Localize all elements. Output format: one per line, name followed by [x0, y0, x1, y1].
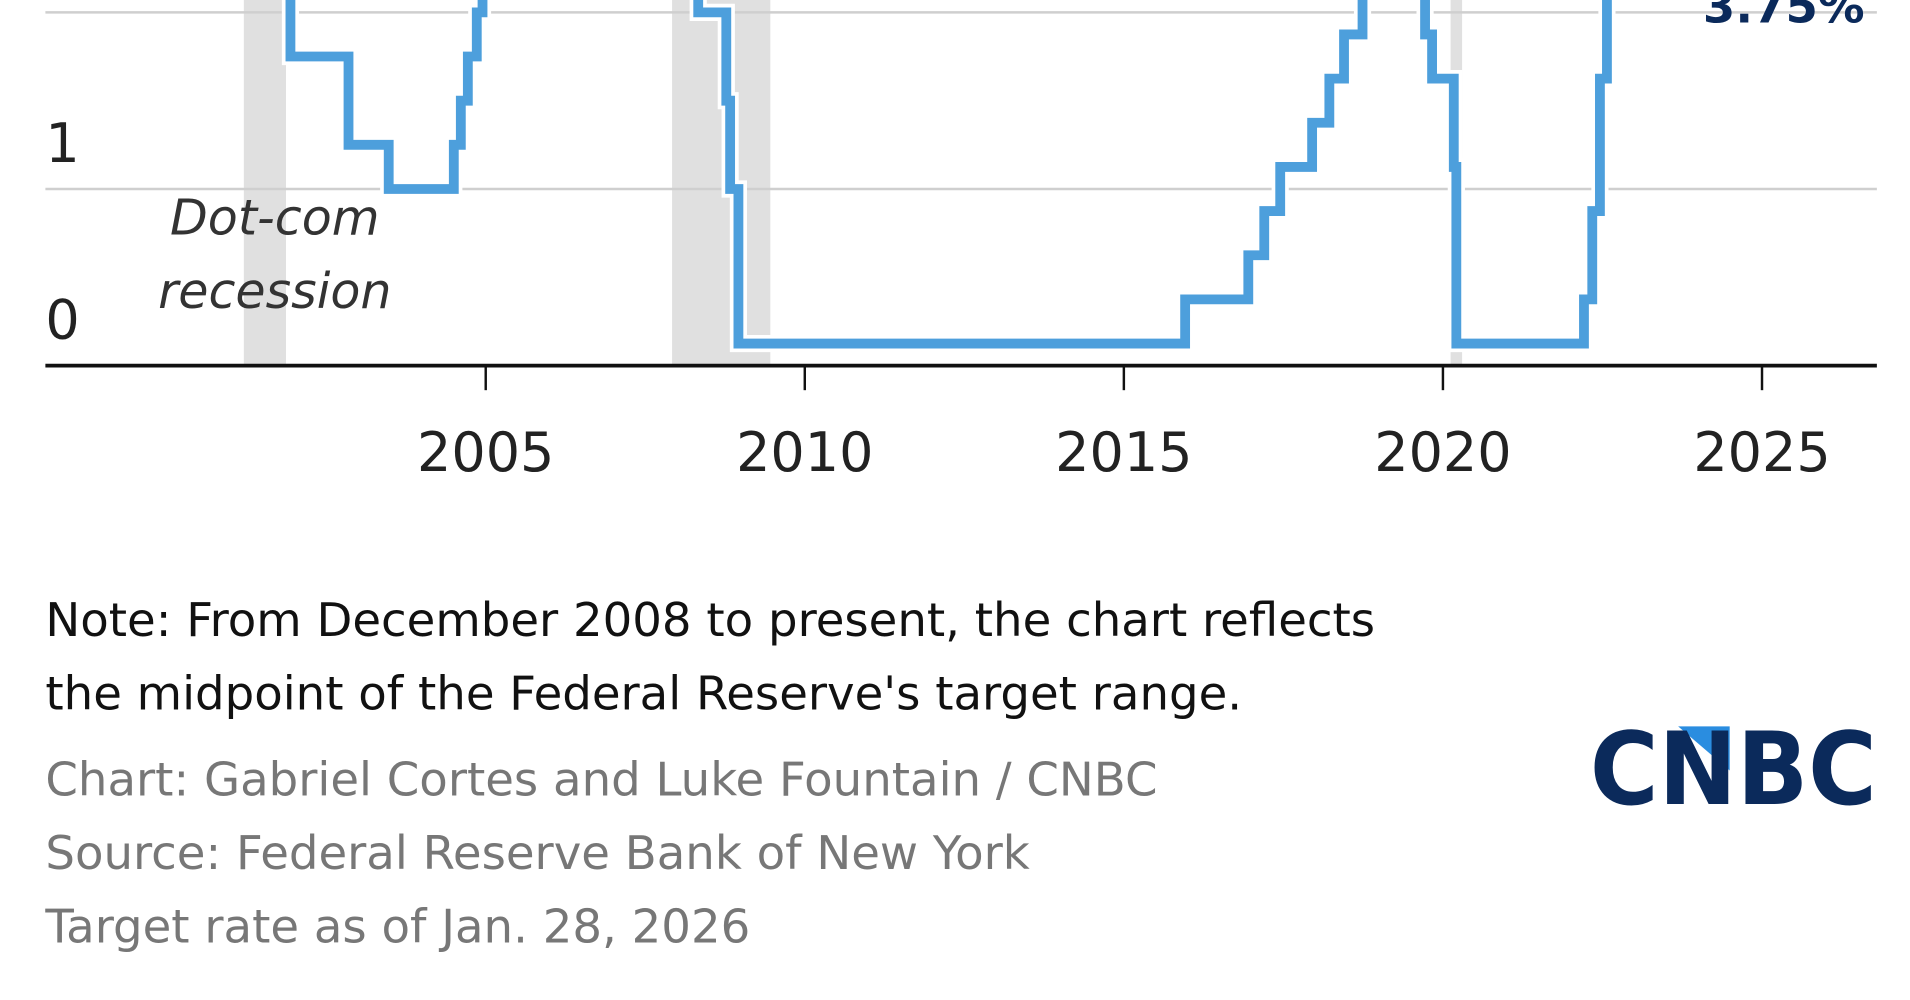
annotation: recession [158, 262, 391, 320]
y-tick-label: 0 [45, 289, 79, 352]
credit-line: Target rate as of Jan. 28, 2026 [44, 900, 750, 954]
note-line: the midpoint of the Federal Reserve's ta… [45, 666, 1242, 720]
x-tick-label: 2005 [417, 421, 554, 484]
credit-line: Source: Federal Reserve Bank of New York [45, 826, 1029, 880]
end-label: 3.75% [1703, 0, 1865, 33]
x-tick-label: 2015 [1055, 421, 1192, 484]
x-tick-label: 2010 [736, 421, 873, 484]
line [285, 0, 1612, 349]
credit-line: Chart: Gabriel Cortes and Luke Fountain … [45, 752, 1157, 806]
x-tick-label: 2025 [1693, 421, 1830, 484]
background-layer: 01220052010201520202025Dot-comrecession3… [45, 0, 1877, 484]
annotation: Dot-com [170, 188, 380, 246]
note-line: Note: From December 2008 to present, the… [45, 593, 1375, 647]
foreground-layer [281, 0, 1616, 353]
y-tick-label: 1 [45, 112, 79, 175]
recession-band [243, 0, 286, 366]
logo: CNBC [1590, 711, 1877, 828]
logo-accent [1678, 726, 1730, 771]
x-tick-label: 2020 [1374, 421, 1511, 484]
